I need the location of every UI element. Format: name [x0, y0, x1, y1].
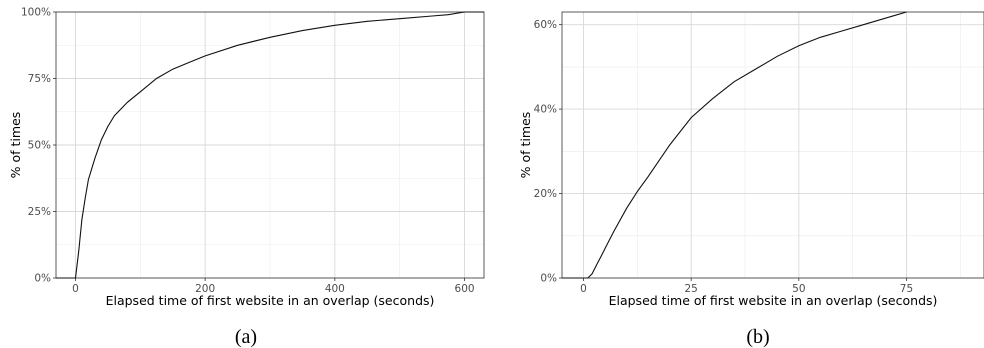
x-tick-label: 75 [900, 283, 913, 295]
x-tick-label: 200 [195, 283, 215, 295]
y-tick-label: 0% [34, 273, 51, 285]
y-tick-label: 100% [21, 7, 51, 19]
x-tick-label: 25 [684, 283, 697, 295]
x-tick-label: 600 [455, 283, 475, 295]
y-tick-label: 20% [534, 188, 557, 200]
y-axis-label: % of times [518, 112, 533, 179]
minor-gridlines [562, 12, 984, 278]
x-axis-label: Elapsed time of first website in an over… [609, 293, 938, 308]
series-line [56, 11, 484, 279]
major-gridlines [562, 12, 984, 279]
y-tick-label: 40% [534, 104, 557, 116]
series-line [562, 11, 907, 279]
x-tick-label: 0 [580, 283, 587, 295]
chart-panel-a: 0 200 400 600 0% 25% 50% 75% 100% Elapsed time … [8, 7, 485, 348]
panel-label: (b) [746, 326, 769, 348]
y-axis-ticks: 0% 25% 50% 75% 100% [21, 7, 56, 285]
y-tick-label: 75% [28, 73, 51, 85]
y-tick-label: 25% [28, 206, 51, 218]
y-axis-ticks: 0% 20% 40% 60% [534, 19, 562, 285]
x-tick-label: 400 [325, 283, 345, 295]
plot-frame [561, 11, 984, 279]
chart-panel-b: 0 25 50 75 0% 20% 40% 60% Elapsed time of firs… [518, 11, 984, 348]
x-axis-label: Elapsed time of first website in an over… [106, 293, 435, 308]
y-tick-label: 50% [28, 140, 51, 152]
y-tick-label: 0% [540, 273, 557, 285]
y-tick-label: 60% [534, 19, 557, 31]
x-axis-ticks: 0 25 50 75 [580, 278, 913, 295]
panel-label: (a) [235, 326, 257, 348]
y-axis-label: % of times [8, 112, 23, 179]
x-tick-label: 0 [72, 283, 79, 295]
x-axis-ticks: 0 200 400 600 [72, 278, 475, 295]
x-tick-label: 50 [792, 283, 805, 295]
minor-gridlines [56, 12, 484, 278]
